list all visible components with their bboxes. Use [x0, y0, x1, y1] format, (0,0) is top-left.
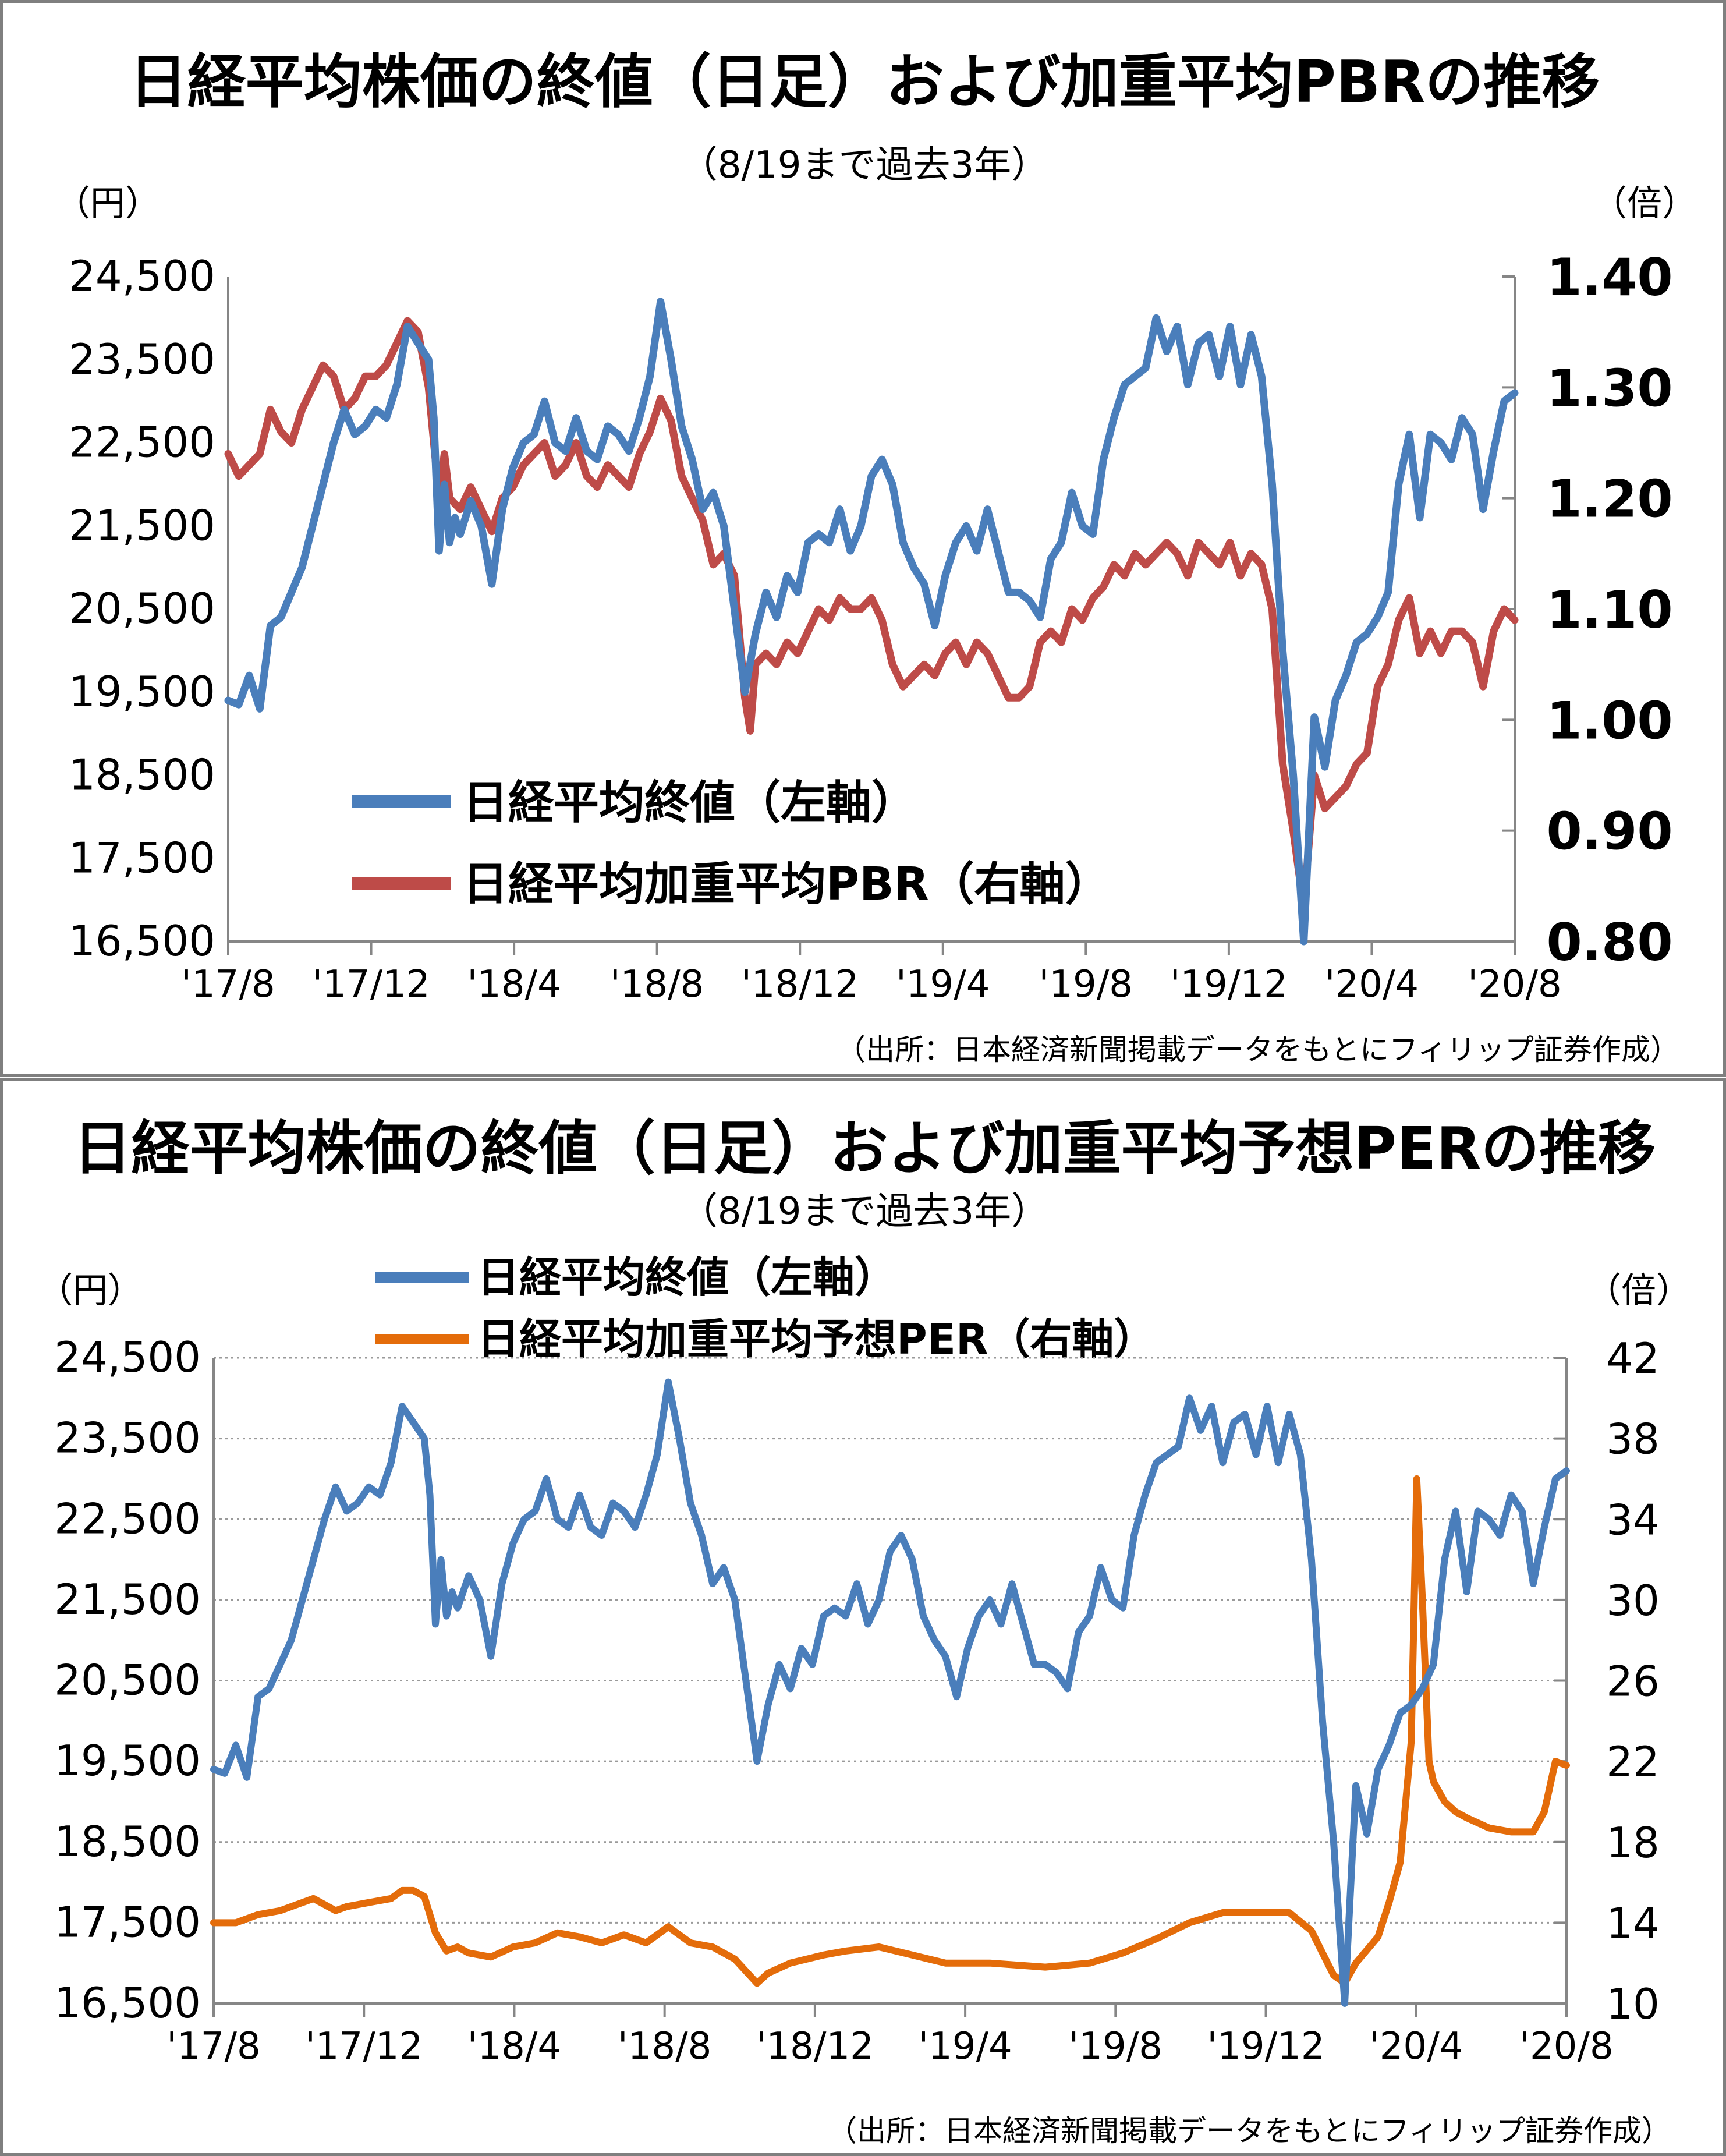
- series-line-1: [210, 1475, 1570, 1987]
- source-note: （出所：日本経済新聞掲載データをもとにフィリップ証券作成）: [828, 2114, 1671, 2148]
- y-left-tick-label: 16,500: [69, 916, 215, 965]
- x-tick-label: '18/8: [618, 2025, 711, 2068]
- x-tick-label: '20/4: [1369, 2025, 1463, 2068]
- y-left-tick-label: 24,500: [69, 252, 215, 300]
- y-left-tick-label: 16,500: [54, 1978, 201, 2027]
- x-tick-label: '17/8: [166, 2025, 260, 2068]
- y-left-tick-label: 19,500: [54, 1736, 201, 1785]
- y-right-tick-label: 26: [1606, 1657, 1660, 1706]
- y-right-tick-label: 0.90: [1546, 802, 1672, 862]
- y-left-tick-label: 18,500: [54, 1817, 201, 1866]
- legend-label-nikkei: 日経平均終値（左軸）: [477, 1253, 896, 1302]
- left-axis-unit: （円）: [55, 183, 160, 224]
- y-left-tick-label: 23,500: [54, 1414, 201, 1463]
- x-tick-label: '19/4: [896, 963, 990, 1006]
- y-right-tick-label: 42: [1606, 1334, 1660, 1383]
- y-right-tick-label: 1.00: [1546, 691, 1672, 750]
- y-right-tick-label: 38: [1606, 1415, 1660, 1464]
- y-left-tick-label: 21,500: [54, 1575, 201, 1624]
- series-line-0: [224, 298, 1519, 946]
- x-tick-label: '20/8: [1468, 963, 1561, 1006]
- chart-legend: 日経平均終値（左軸） 日経平均加重平均PBR（右軸）: [352, 777, 1111, 911]
- x-tick-label: '18/12: [741, 963, 859, 1006]
- chart-subtitle: （8/19まで過去3年）: [681, 1190, 1048, 1233]
- y-left-tick-label: 18,500: [69, 750, 215, 799]
- x-tick-label: '18/4: [467, 2025, 561, 2068]
- chart-title: 日経平均株価の終値（日足）および加重平均予想PERの推移: [73, 1114, 1656, 1183]
- y-left-tick-label: 23,500: [69, 335, 215, 384]
- x-tick-label: '20/4: [1325, 963, 1419, 1006]
- chart-subtitle: （8/19まで過去3年）: [681, 144, 1048, 187]
- x-tick-label: '18/8: [610, 963, 704, 1006]
- chart-title: 日経平均株価の終値（日足）および加重平均PBRの推移: [129, 48, 1600, 116]
- x-tick-label: '18/12: [756, 2025, 874, 2068]
- source-note: （出所：日本経済新聞掲載データをもとにフィリップ証券作成）: [837, 1033, 1679, 1067]
- series-line-0: [210, 1378, 1570, 2007]
- y-left-tick-label: 19,500: [69, 667, 215, 716]
- y-right-tick-label: 10: [1606, 1980, 1660, 2028]
- legend-label-per: 日経平均加重平均予想PER（右軸）: [477, 1315, 1156, 1364]
- y-right-tick-label: 1.30: [1546, 358, 1672, 418]
- y-right-tick-label: 1.40: [1546, 247, 1672, 307]
- left-axis-unit: （円）: [38, 1270, 143, 1311]
- y-left-tick-label: 22,500: [54, 1494, 201, 1543]
- y-left-tick-label: 24,500: [54, 1333, 201, 1382]
- right-axis-unit: （倍）: [1592, 183, 1697, 224]
- legend-label-nikkei: 日経平均終値（左軸）: [463, 777, 917, 829]
- y-left-tick-label: 21,500: [69, 501, 215, 550]
- y-left-tick-label: 20,500: [54, 1656, 201, 1705]
- y-right-tick-label: 1.20: [1546, 469, 1672, 529]
- x-tick-label: '20/8: [1519, 2025, 1613, 2068]
- y-right-tick-label: 22: [1606, 1737, 1660, 1786]
- y-right-tick-label: 30: [1606, 1576, 1660, 1625]
- y-right-tick-label: 18: [1606, 1818, 1660, 1867]
- x-tick-label: '17/8: [181, 963, 275, 1006]
- y-left-tick-label: 22,500: [69, 418, 215, 467]
- y-right-tick-label: 1.10: [1546, 580, 1672, 640]
- y-left-tick-label: 20,500: [69, 584, 215, 633]
- x-tick-label: '19/8: [1069, 2025, 1163, 2068]
- y-left-tick-label: 17,500: [69, 833, 215, 882]
- x-tick-label: '19/12: [1207, 2025, 1325, 2068]
- per-chart-panel: 日経平均株価の終値（日足）および加重平均予想PERの推移 （8/19まで過去3年…: [0, 1078, 1726, 2156]
- y-right-tick-label: 14: [1606, 1899, 1660, 1948]
- x-tick-label: '17/12: [305, 2025, 423, 2068]
- right-axis-unit: （倍）: [1586, 1270, 1691, 1311]
- y-right-tick-label: 34: [1606, 1495, 1660, 1544]
- y-left-tick-label: 17,500: [54, 1897, 201, 1946]
- pbr-chart-panel: 日経平均株価の終値（日足）および加重平均PBRの推移 （8/19まで過去3年） …: [0, 0, 1726, 1077]
- x-tick-label: '19/12: [1170, 963, 1288, 1006]
- x-tick-label: '18/4: [467, 963, 561, 1006]
- x-tick-label: '19/4: [918, 2025, 1012, 2068]
- legend-label-pbr: 日経平均加重平均PBR（右軸）: [463, 858, 1111, 911]
- y-right-tick-label: 0.80: [1546, 912, 1672, 972]
- pbr-chart: 日経平均株価の終値（日足）および加重平均PBRの推移 （8/19まで過去3年） …: [55, 48, 1697, 1067]
- chart-legend: 日経平均終値（左軸） 日経平均加重平均予想PER（右軸）: [375, 1253, 1156, 1364]
- x-tick-label: '17/12: [313, 963, 430, 1006]
- per-chart: 日経平均株価の終値（日足）および加重平均予想PERの推移 （8/19まで過去3年…: [38, 1114, 1691, 2148]
- x-tick-label: '19/8: [1039, 963, 1133, 1006]
